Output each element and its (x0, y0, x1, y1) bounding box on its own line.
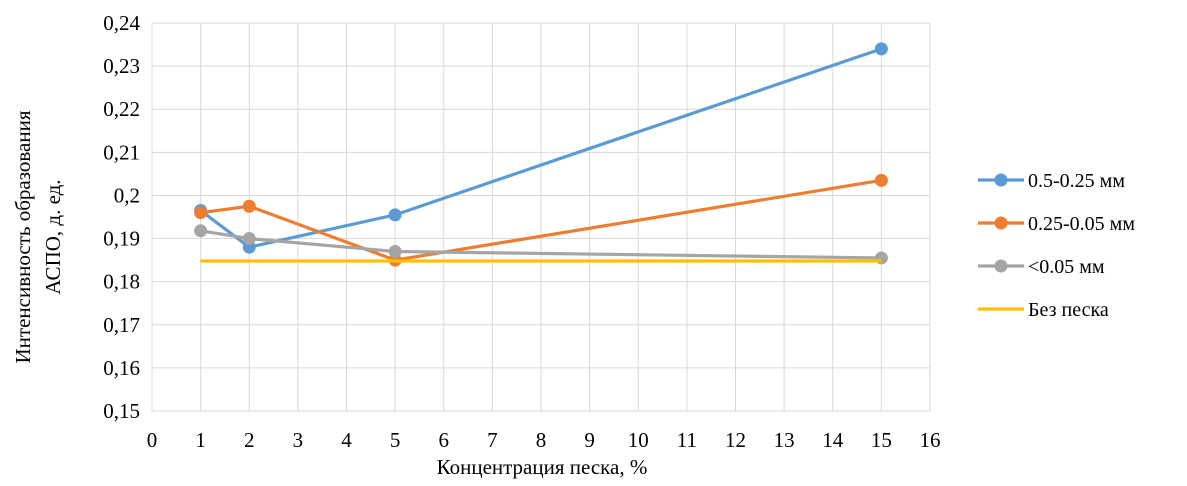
y-tick-label: 0,23 (103, 54, 140, 78)
legend-swatch-marker (994, 259, 1008, 273)
y-tick-label: 0,22 (103, 97, 140, 121)
data-point (194, 224, 208, 238)
data-point (874, 42, 888, 56)
legend-label: <0.05 мм (1028, 256, 1105, 278)
x-tick-label: 1 (195, 428, 206, 452)
x-tick-label: 12 (725, 428, 746, 452)
data-point (242, 199, 256, 213)
legend-swatch-marker (994, 216, 1008, 230)
y-tick-label: 0,18 (103, 270, 140, 294)
data-point (388, 208, 402, 222)
x-tick-label: 5 (390, 428, 401, 452)
legend: 0.5-0.25 мм 0.25-0.05 мм <0.05 мм Без песка (978, 170, 1135, 321)
y-tick-label: 0,19 (103, 227, 140, 251)
data-point (388, 244, 402, 258)
x-tick-label: 16 (920, 428, 941, 452)
gridlines (151, 22, 931, 412)
x-axis-title: Концентрация песка, % (437, 455, 648, 479)
x-tick-label: 6 (439, 428, 450, 452)
x-tick-label: 3 (293, 428, 304, 452)
x-tick-label: 11 (677, 428, 697, 452)
legend-label: 0.5-0.25 мм (1028, 170, 1125, 192)
data-point (194, 206, 208, 220)
y-tick-label: 0,2 (114, 183, 140, 207)
x-tick-label: 14 (822, 428, 844, 452)
x-tick-label: 7 (487, 428, 498, 452)
axes: 0 1 2 3 4 5 6 7 8 9 10 11 12 13 14 15 160,150,160,170,18… (103, 11, 940, 452)
series-line (200, 229, 882, 260)
x-tick-label: 13 (774, 428, 795, 452)
legend-item: 0.5-0.25 мм (978, 170, 1125, 192)
y-tick-label: 0,15 (103, 399, 140, 423)
x-tick-label: 9 (584, 428, 595, 452)
series-line (199, 47, 882, 249)
series-line (200, 178, 882, 262)
data-point (242, 232, 256, 246)
legend-item: Без песка (978, 299, 1109, 321)
y-tick-label: 0,21 (103, 140, 140, 164)
data-point (874, 173, 888, 187)
x-tick-label: 0 (147, 428, 158, 452)
x-tick-label: 15 (871, 428, 892, 452)
legend-swatch-marker (994, 173, 1008, 187)
legend-label: 0.25-0.05 мм (1028, 213, 1135, 235)
y-tick-label: 0,16 (103, 356, 140, 380)
legend-item: 0.25-0.05 мм (978, 213, 1135, 235)
plot-area (194, 42, 888, 267)
legend-item: <0.05 мм (978, 256, 1105, 278)
y-tick-label: 0,17 (103, 313, 140, 337)
y-axis-title-line-1: Интенсивность образования (11, 110, 35, 363)
x-tick-label: 10 (628, 428, 649, 452)
legend-label: Без песка (1028, 299, 1109, 321)
y-axis-title-line-2: АСПО, д. ед. (41, 179, 65, 294)
x-tick-label: 2 (244, 428, 255, 452)
series-3 (194, 224, 888, 265)
x-tick-label: 8 (536, 428, 547, 452)
x-tick-label: 4 (341, 428, 352, 452)
y-tick-label: 0,24 (103, 11, 140, 35)
